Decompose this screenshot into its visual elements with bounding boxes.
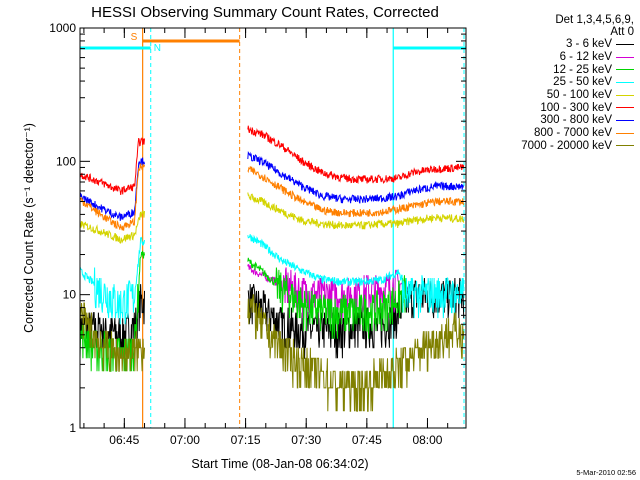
y-tick-label: 10 — [63, 288, 77, 302]
series-line-7000to20000kev — [79, 302, 145, 372]
series-line-50to100kev — [79, 210, 145, 244]
series-line-300to800kev — [79, 157, 145, 221]
legend-label: 50 - 100 keV — [546, 89, 612, 102]
saa-label: S — [131, 32, 138, 43]
x-tick-label: 07:45 — [352, 433, 382, 447]
x-axis-title: Start Time (08-Jan-08 06:34:02) — [191, 457, 368, 471]
series-lines — [79, 125, 465, 412]
legend-entry: 12 - 25 keV — [464, 63, 634, 76]
legend-entry: 3 - 6 keV — [464, 38, 634, 51]
legend-label: 3 - 6 keV — [565, 38, 612, 51]
legend-label: 100 - 300 keV — [540, 101, 612, 114]
legend-entry: 300 - 800 keV — [464, 114, 634, 127]
x-tick-label: 07:00 — [170, 433, 200, 447]
x-tick-label: 07:30 — [291, 433, 321, 447]
series-line-100to300kev — [79, 137, 145, 195]
legend-header-attenuator: Att 0 — [610, 26, 634, 38]
legend-swatch — [616, 145, 634, 147]
legend-entry: 800 - 7000 keV — [464, 127, 634, 140]
legend-label: 7000 - 20000 keV — [521, 139, 612, 152]
series-line-7000to20000kev — [247, 294, 465, 412]
x-tick-label: 06:45 — [109, 433, 139, 447]
series-line-25to50kev — [247, 234, 465, 319]
y-tick-label: 100 — [56, 154, 76, 168]
legend-entry: 6 - 12 keV — [464, 51, 634, 64]
series-line-800to7000kev — [79, 163, 145, 231]
legend-entries: 3 - 6 keV 6 - 12 keV 12 - 25 keV 25 - 50 ke… — [464, 38, 634, 152]
legend-label: 12 - 25 keV — [553, 63, 612, 76]
legend-swatch — [616, 56, 634, 58]
legend-swatch — [616, 69, 634, 71]
legend-entry: 100 - 300 keV — [464, 101, 634, 114]
series-line-50to100kev — [247, 192, 465, 230]
legend-swatch — [616, 43, 634, 45]
legend-label: 800 - 7000 keV — [533, 127, 612, 140]
series-line-25to50kev — [79, 236, 145, 325]
y-tick-label: 1 — [69, 421, 76, 435]
axes: 1 10 100 1000 06:45 07:00 07:15 07:30 07:45 08:00 — [49, 21, 467, 447]
legend-entry: 50 - 100 keV — [464, 89, 634, 102]
y-tick-label: 1000 — [49, 21, 76, 35]
legend-label: 300 - 800 keV — [540, 114, 612, 127]
legend-swatch — [616, 94, 634, 96]
generation-timestamp: 5-Mar-2010 02:56 — [576, 468, 636, 477]
legend-header-detectors: Det 1,3,4,5,6,9, — [555, 14, 634, 26]
x-tick-label: 08:00 — [412, 433, 442, 447]
plot-frame — [79, 27, 467, 429]
night-label: N — [154, 43, 161, 54]
legend-swatch — [616, 81, 634, 83]
series-line-12to25kev — [247, 257, 408, 339]
series-line-800to7000kev — [247, 166, 465, 218]
legend-label: 6 - 12 keV — [559, 51, 612, 64]
y-axis-title: Corrected Count Rate (s⁻¹ detector⁻¹) — [22, 123, 36, 333]
chart-title: HESSI Observing Summary Count Rates, Cor… — [91, 4, 439, 21]
x-tick-label: 07:15 — [231, 433, 261, 447]
legend-label: 25 - 50 keV — [553, 76, 612, 89]
legend-swatch — [616, 119, 634, 121]
series-line-300to800kev — [247, 150, 465, 204]
series-line-3to6kev — [247, 277, 465, 359]
series-line-100to300kev — [247, 125, 465, 185]
legend-entry: 7000 - 20000 keV — [464, 140, 634, 153]
legend-swatch — [616, 107, 634, 109]
legend-entry: 25 - 50 keV — [464, 76, 634, 89]
legend: Det 1,3,4,5,6,9, Att 0 3 - 6 keV 6 - 12 k… — [464, 14, 634, 152]
legend-swatch — [616, 132, 634, 134]
